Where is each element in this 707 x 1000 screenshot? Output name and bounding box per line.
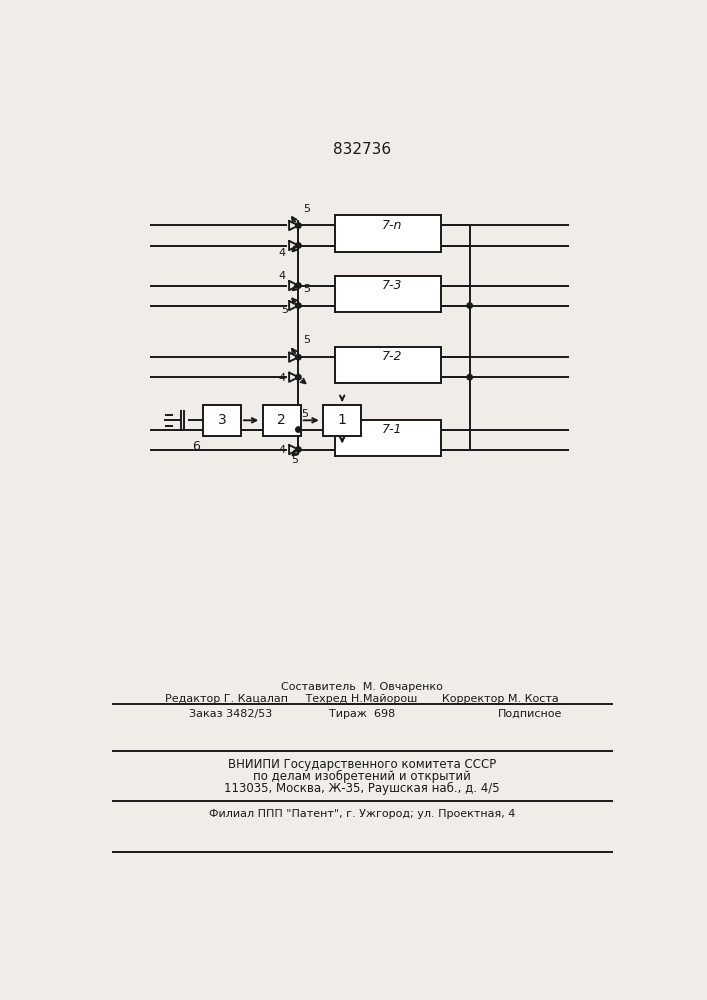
Text: 1: 1 (338, 413, 346, 427)
Text: 113035, Москва, Ж-35, Раушская наб., д. 4/5: 113035, Москва, Ж-35, Раушская наб., д. … (224, 782, 500, 795)
Text: Заказ 3482/53: Заказ 3482/53 (189, 709, 272, 719)
Circle shape (296, 354, 301, 360)
Text: ВНИИПИ Государственного комитета СССР: ВНИИПИ Государственного комитета СССР (228, 758, 496, 771)
Text: Тираж  698: Тираж 698 (329, 709, 395, 719)
Circle shape (296, 303, 301, 308)
Text: 7-1: 7-1 (382, 423, 402, 436)
Circle shape (467, 303, 472, 308)
Text: 832736: 832736 (333, 142, 391, 157)
Text: 5: 5 (291, 455, 298, 465)
Circle shape (296, 283, 301, 288)
Circle shape (467, 374, 472, 380)
Text: Составитель  М. Овчаренко: Составитель М. Овчаренко (281, 682, 443, 692)
Text: 5: 5 (301, 409, 308, 419)
Text: Филиал ППП "Патент", г. Ужгород; ул. Проектная, 4: Филиал ППП "Патент", г. Ужгород; ул. Про… (209, 809, 515, 819)
Circle shape (296, 243, 301, 248)
Text: 4: 4 (279, 271, 286, 281)
Text: 4: 4 (279, 373, 286, 383)
Circle shape (296, 447, 301, 452)
Bar (335, 276, 441, 312)
Bar (263, 405, 300, 436)
Bar (335, 347, 441, 383)
Bar (335, 215, 441, 252)
Text: 2: 2 (277, 413, 286, 427)
Text: 5: 5 (281, 305, 288, 315)
Circle shape (296, 427, 301, 432)
Circle shape (296, 374, 301, 380)
Bar (335, 420, 441, 456)
Text: Редактор Г. Кацалап     Техред Н.Майорош       Корректор М. Коста: Редактор Г. Кацалап Техред Н.Майорош Кор… (165, 694, 559, 704)
Text: 4: 4 (279, 445, 286, 455)
Text: 5: 5 (303, 335, 310, 345)
Text: 6: 6 (192, 440, 200, 453)
Text: 3: 3 (218, 413, 226, 427)
Text: 7-n: 7-n (382, 219, 402, 232)
Text: 7-3: 7-3 (382, 279, 402, 292)
Circle shape (296, 223, 301, 228)
Text: 4: 4 (279, 248, 286, 258)
Text: 7-2: 7-2 (382, 350, 402, 363)
Bar (323, 405, 361, 436)
Text: Подписное: Подписное (498, 709, 562, 719)
Text: 5: 5 (303, 204, 310, 214)
Text: 5: 5 (303, 284, 310, 294)
Bar (203, 405, 241, 436)
Text: по делам изобретений и открытий: по делам изобретений и открытий (253, 770, 471, 783)
